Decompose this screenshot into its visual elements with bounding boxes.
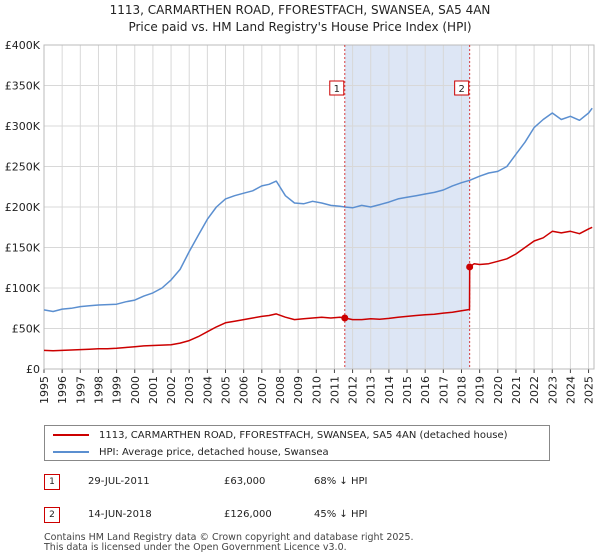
y-tick-label: £100K — [5, 282, 41, 295]
x-tick-label: 2001 — [147, 376, 160, 404]
legend-label-property: 1113, CARMARTHEN ROAD, FFORESTFACH, SWAN… — [99, 429, 508, 441]
x-tick-label: 2004 — [201, 376, 214, 404]
transaction-date-1: 29-JUL-2011 — [88, 476, 150, 487]
price-chart: £0 £50K £100K £150K £200K £250K £300K £350K £400… — [5, 39, 596, 404]
transaction-badge-1: 1 — [44, 474, 60, 490]
annotation-box-1 — [329, 80, 345, 96]
x-tick-label: 2021 — [510, 376, 523, 404]
title-line-1: 1113, CARMARTHEN ROAD, FFORESTFACH, SWAN… — [109, 3, 491, 17]
footer-line-2: This data is licensed under the Open Gov… — [44, 542, 347, 553]
transaction-row-2: 2 14-JUN-2018 £126,000 45% ↓ HPI — [44, 507, 424, 525]
x-tick-label: 2010 — [310, 376, 323, 404]
annotation-label-1: 1 — [334, 84, 340, 95]
x-tick-label: 2013 — [365, 376, 378, 404]
y-tick-label: £400K — [5, 39, 41, 52]
x-tick-label: 2024 — [564, 376, 577, 404]
legend-item-hpi: HPI: Average price, detached house, Swan… — [53, 444, 329, 460]
property-price-line — [43, 226, 593, 352]
transaction-badge-2: 2 — [44, 507, 60, 523]
x-tick-label: 2017 — [437, 376, 450, 404]
x-tick-label: 2019 — [474, 376, 487, 404]
x-tick-label: 2014 — [383, 376, 396, 404]
y-tick-label: £200K — [5, 201, 41, 214]
x-tick-label: 1999 — [111, 376, 124, 404]
legend-swatch-property — [53, 434, 89, 436]
x-tick-label: 2005 — [220, 376, 233, 404]
footer: Contains HM Land Registry data © Crown c… — [44, 533, 414, 553]
x-tick-label: 2006 — [238, 376, 251, 404]
x-tick-label: 2020 — [492, 376, 505, 404]
x-tick-label: 2018 — [455, 376, 468, 404]
x-tick-label: 2002 — [165, 376, 178, 404]
y-tick-label: £350K — [5, 80, 41, 93]
x-tick-label: 1998 — [92, 376, 105, 404]
x-tick-label: 2011 — [328, 376, 341, 404]
x-tick-label: 2000 — [129, 376, 142, 404]
x-tick-label: 2016 — [419, 376, 432, 404]
x-tick-label: 2022 — [528, 376, 541, 404]
chart-title: 1113, CARMARTHEN ROAD, FFORESTFACH, SWAN… — [0, 2, 600, 36]
sale-point-1 — [341, 314, 349, 322]
x-tick-label: 1996 — [56, 376, 69, 404]
y-tick-label: £0 — [26, 363, 40, 376]
x-tick-label: 2008 — [274, 376, 287, 404]
x-tick-label: 2025 — [583, 376, 596, 404]
y-tick-label: £150K — [5, 242, 41, 255]
x-tick-label: 1995 — [38, 376, 51, 404]
x-tick-label: 1997 — [74, 376, 87, 404]
y-tick-label: £250K — [5, 161, 41, 174]
transaction-price-1: £63,000 — [224, 476, 266, 487]
transaction-price-2: £126,000 — [224, 509, 272, 520]
x-tick-label: 2015 — [401, 376, 414, 404]
title-line-2: Price paid vs. HM Land Registry's House … — [128, 20, 472, 34]
x-tick-label: 2003 — [183, 376, 196, 404]
x-tick-label: 2007 — [256, 376, 269, 404]
legend-swatch-hpi — [53, 451, 89, 453]
transaction-hpi-diff-2: 45% ↓ HPI — [314, 509, 368, 520]
sale-point-2 — [466, 263, 474, 271]
legend: 1113, CARMARTHEN ROAD, FFORESTFACH, SWAN… — [44, 425, 550, 461]
legend-label-hpi: HPI: Average price, detached house, Swan… — [99, 446, 329, 458]
hpi-line — [43, 107, 593, 313]
transaction-hpi-diff-1: 68% ↓ HPI — [314, 476, 368, 487]
y-tick-label: £300K — [5, 120, 41, 133]
plot-frame — [43, 44, 595, 370]
legend-item-property: 1113, CARMARTHEN ROAD, FFORESTFACH, SWAN… — [53, 427, 508, 443]
x-tick-label: 2012 — [347, 376, 360, 404]
annotation-box-2 — [454, 80, 470, 96]
transaction-date-2: 14-JUN-2018 — [88, 509, 152, 520]
x-tick-label: 2009 — [292, 376, 305, 404]
footer-line-1: Contains HM Land Registry data © Crown c… — [44, 532, 414, 543]
y-tick-label: £50K — [12, 323, 41, 336]
x-tick-label: 2023 — [546, 376, 559, 404]
annotation-label-2: 2 — [458, 84, 464, 95]
transaction-row-1: 1 29-JUL-2011 £63,000 68% ↓ HPI — [44, 474, 424, 492]
